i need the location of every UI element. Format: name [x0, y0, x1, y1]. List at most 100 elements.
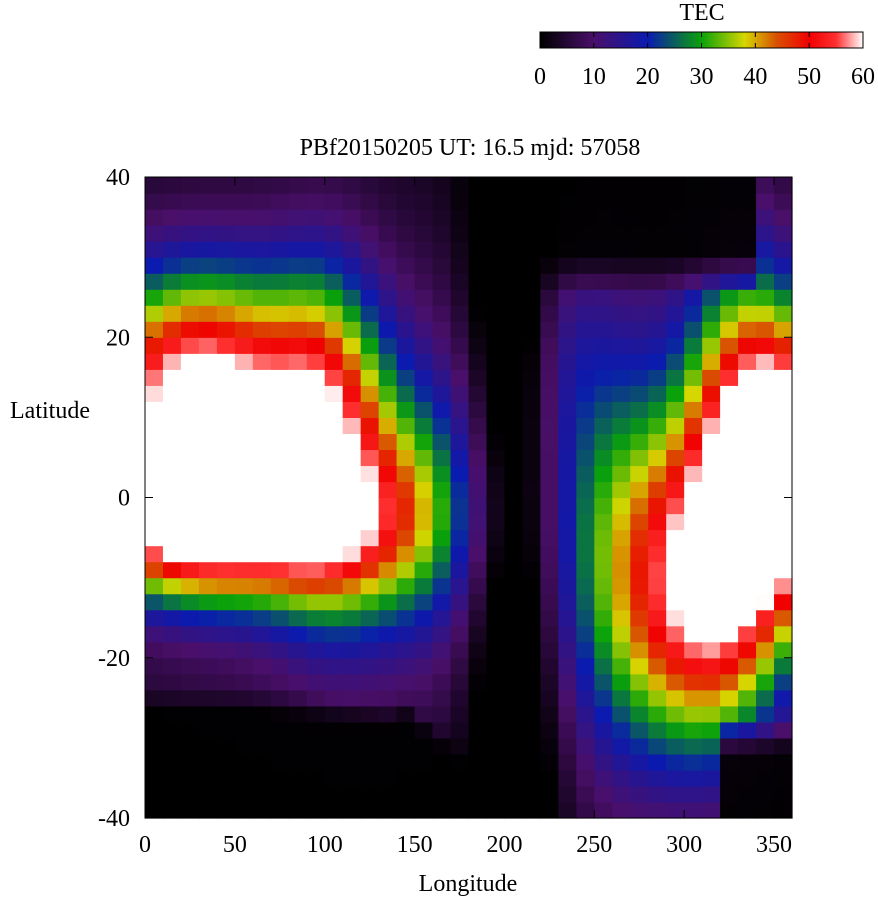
heatmap-cell	[558, 401, 577, 418]
heatmap-cell	[612, 753, 631, 771]
heatmap-cell	[180, 337, 200, 354]
heatmap-cell	[288, 657, 308, 675]
heatmap-cell	[720, 705, 739, 723]
heatmap-cell	[180, 401, 200, 418]
colorbar-tick-label: 30	[690, 64, 714, 90]
heatmap-cell	[198, 753, 218, 771]
heatmap-cell	[702, 449, 721, 467]
heatmap-cell	[180, 465, 200, 483]
heatmap-cell	[270, 753, 290, 771]
heatmap-cell	[432, 609, 452, 627]
heatmap-cell	[504, 209, 524, 226]
heatmap-cell	[558, 321, 577, 338]
heatmap-cell	[216, 241, 236, 258]
heatmap-cell	[702, 769, 721, 787]
heatmap-cell	[288, 529, 308, 547]
heatmap-cell	[576, 769, 595, 787]
heatmap-cell	[666, 465, 685, 483]
heatmap-cell	[216, 289, 236, 306]
heatmap-cell	[162, 305, 182, 322]
heatmap-cell	[414, 257, 434, 274]
heatmap-cell	[738, 737, 757, 755]
heatmap-cell	[702, 561, 721, 579]
heatmap-cell	[774, 737, 793, 755]
heatmap-cell	[234, 689, 254, 707]
heatmap-cell	[468, 657, 488, 675]
heatmap-cell	[486, 609, 506, 627]
heatmap-cell	[324, 593, 344, 611]
heatmap-cell	[720, 369, 739, 386]
heatmap-cell	[198, 513, 218, 531]
heatmap-cell	[145, 225, 164, 242]
heatmap-cell	[702, 705, 721, 723]
heatmap-cell	[486, 225, 506, 242]
heatmap-cell	[342, 401, 362, 418]
heatmap-cell	[684, 177, 703, 194]
heatmap-cell	[180, 273, 200, 290]
heatmap-cell	[612, 577, 631, 595]
heatmap-cell	[558, 705, 577, 723]
heatmap-cell	[396, 785, 416, 803]
heatmap-cell	[684, 657, 703, 675]
heatmap-cell	[486, 401, 506, 418]
heatmap-cell	[145, 609, 164, 627]
heatmap-cell	[432, 689, 452, 707]
heatmap-cell	[720, 769, 739, 787]
heatmap-cell	[216, 385, 236, 402]
heatmap-cell	[378, 481, 398, 499]
heatmap-cell	[180, 257, 200, 274]
heatmap-cell	[145, 289, 164, 306]
heatmap-cell	[324, 481, 344, 499]
heatmap-cell	[684, 273, 703, 290]
heatmap-cell	[648, 321, 667, 338]
heatmap-cell	[432, 577, 452, 595]
heatmap-cell	[216, 305, 236, 322]
heatmap-cell	[198, 225, 218, 242]
heatmap-cell	[576, 673, 595, 691]
heatmap-cell	[648, 193, 667, 210]
heatmap-cell	[684, 497, 703, 515]
heatmap-cell	[252, 561, 272, 579]
heatmap-cell	[648, 273, 667, 290]
heatmap-cell	[162, 657, 182, 675]
heatmap-cell	[360, 785, 380, 803]
heatmap-cell	[648, 433, 667, 451]
heatmap-cell	[306, 465, 326, 483]
heatmap-cell	[738, 609, 757, 627]
heatmap-cell	[558, 369, 577, 386]
heatmap-cell	[486, 785, 506, 803]
heatmap-cell	[594, 561, 613, 579]
heatmap-cell	[324, 353, 344, 370]
heatmap-cell	[414, 513, 434, 531]
heatmap-cell	[270, 449, 290, 467]
heatmap-cell	[288, 353, 308, 370]
heatmap-cell	[234, 465, 254, 483]
heatmap-cell	[666, 561, 685, 579]
heatmap-cell	[720, 721, 739, 739]
heatmap-cell	[558, 417, 577, 435]
heatmap-cell	[720, 497, 739, 515]
heatmap-cell	[666, 481, 685, 499]
heatmap-cell	[342, 657, 362, 675]
heatmap-cell	[216, 481, 236, 499]
heatmap-cell	[396, 273, 416, 290]
heatmap-cell	[145, 465, 164, 483]
heatmap-cell	[450, 401, 470, 418]
heatmap-cell	[720, 545, 739, 563]
heatmap-cell	[612, 705, 631, 723]
heatmap-cell	[414, 721, 434, 739]
heatmap-cell	[756, 225, 775, 242]
heatmap-cell	[252, 433, 272, 451]
heatmap-cell	[774, 753, 793, 771]
heatmap-cell	[738, 801, 757, 819]
heatmap-cell	[145, 513, 164, 531]
heatmap-cell	[162, 241, 182, 258]
heatmap-cell	[162, 177, 182, 194]
heatmap-cell	[252, 785, 272, 803]
heatmap-cell	[738, 721, 757, 739]
heatmap-cell	[648, 657, 667, 675]
heatmap-cell	[630, 785, 649, 803]
heatmap-cell	[162, 721, 182, 739]
heatmap-cell	[540, 209, 559, 226]
heatmap-cell	[252, 625, 272, 643]
